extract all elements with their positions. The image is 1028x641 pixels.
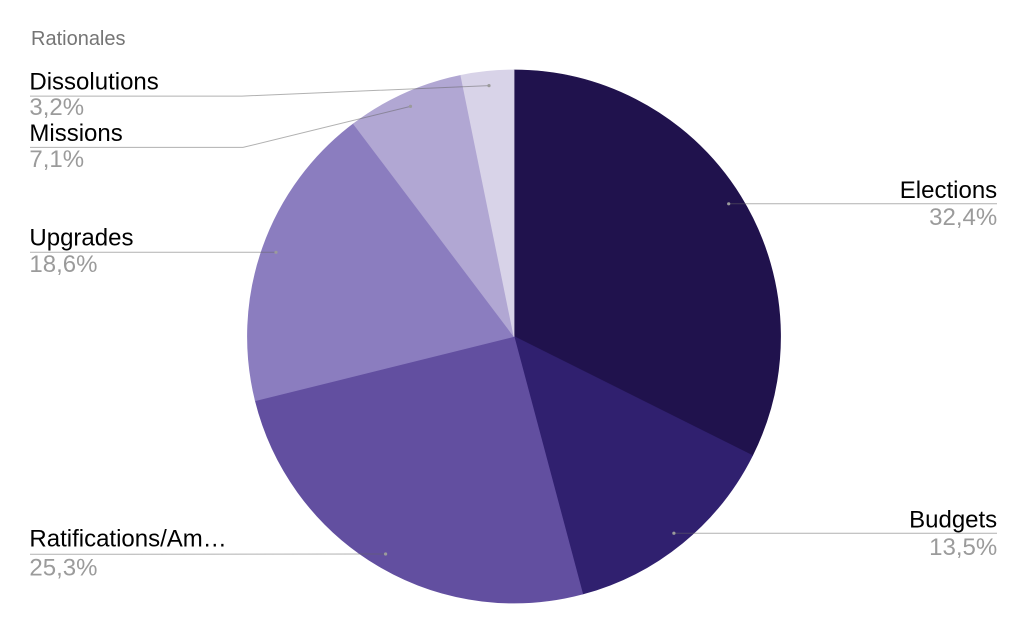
svg-text:Elections: Elections (900, 177, 997, 204)
svg-text:Budgets: Budgets (909, 507, 997, 534)
svg-text:Ratifications/Am…: Ratifications/Am… (29, 526, 226, 553)
svg-text:13,5%: 13,5% (929, 534, 997, 561)
svg-text:3,2%: 3,2% (29, 94, 84, 121)
svg-text:32,4%: 32,4% (929, 204, 997, 231)
svg-text:Upgrades: Upgrades (29, 225, 133, 252)
svg-text:Missions: Missions (29, 120, 122, 147)
svg-text:Rationales: Rationales (31, 28, 126, 50)
svg-text:7,1%: 7,1% (29, 146, 84, 173)
svg-text:25,3%: 25,3% (29, 555, 97, 582)
svg-text:Dissolutions: Dissolutions (29, 68, 158, 95)
svg-text:18,6%: 18,6% (29, 251, 97, 278)
